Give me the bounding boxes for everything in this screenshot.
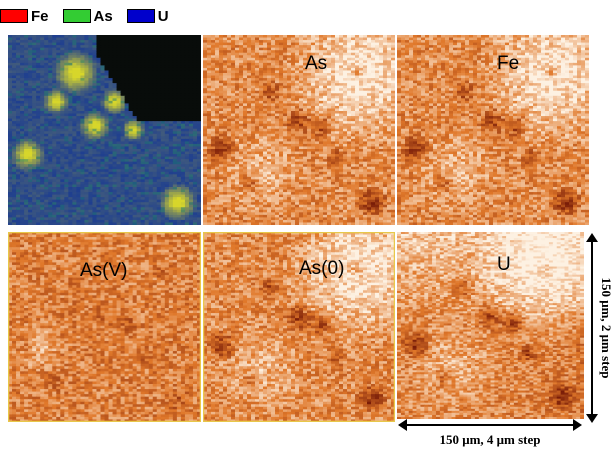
map-composite xyxy=(8,35,201,225)
map-fe: Fe xyxy=(397,35,589,225)
legend-item-u: U xyxy=(126,8,169,25)
legend-label-as: As xyxy=(94,8,113,25)
map-label-u: U xyxy=(497,254,511,276)
horizontal-scale-arrow xyxy=(398,419,582,431)
map-u: U xyxy=(397,232,584,419)
map-label-as: As xyxy=(305,53,327,75)
vertical-scale-label: 150 μm, 2 μm step xyxy=(598,233,613,423)
legend-label-fe: Fe xyxy=(31,8,49,25)
legend-item-as: As xyxy=(62,8,113,25)
legend-item-fe: Fe xyxy=(0,8,49,25)
legend-swatch-u xyxy=(126,9,155,23)
legend-swatch-fe xyxy=(0,9,28,23)
legend-swatch-as xyxy=(62,9,91,23)
map-as0: As(0) xyxy=(203,232,395,422)
map-as: As xyxy=(203,35,395,225)
map-label-asv: As(V) xyxy=(80,260,128,282)
legend-label-u: U xyxy=(158,8,169,25)
map-label-as0: As(0) xyxy=(299,258,344,280)
legend: Fe As U xyxy=(0,8,183,25)
vertical-scale-arrow xyxy=(586,233,598,423)
map-label-fe: Fe xyxy=(497,53,519,75)
horizontal-scale-label: 150 μm, 4 μm step xyxy=(398,432,582,448)
map-asv: As(V) xyxy=(8,232,201,422)
